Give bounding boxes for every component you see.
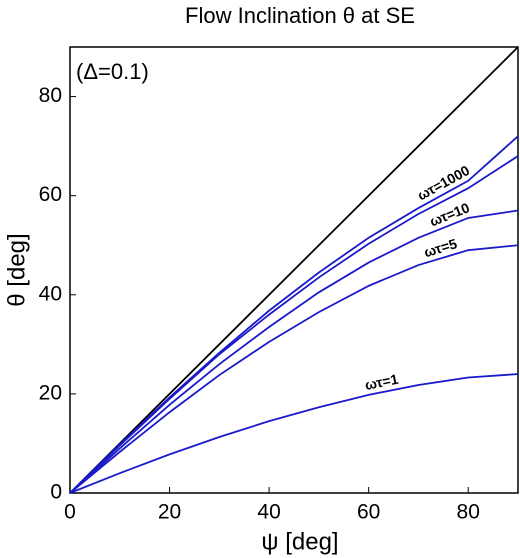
- x-tick-label: 40: [257, 501, 280, 524]
- series-line: [69, 209, 519, 494]
- y-tick-label: 60: [39, 183, 62, 206]
- series-line: [69, 244, 519, 494]
- x-axis-label: ψ [deg]: [261, 528, 338, 555]
- chart-title: Flow Inclination θ at SE: [185, 3, 415, 28]
- annotation: (Δ=0.1): [76, 59, 149, 84]
- y-tick-label: 80: [39, 84, 62, 107]
- y-tick-label: 0: [50, 481, 62, 504]
- plot-frame: [69, 46, 519, 494]
- series-line: [69, 373, 519, 494]
- series-line: [69, 155, 519, 494]
- series-line: [69, 135, 519, 494]
- series-label: ωτ=1: [364, 371, 400, 393]
- series-label: ωτ=5: [422, 235, 459, 260]
- x-tick-label: 0: [64, 501, 76, 524]
- y-axis-label: θ [deg]: [3, 233, 30, 306]
- x-tick-label: 60: [357, 501, 380, 524]
- y-tick-label: 20: [39, 381, 62, 404]
- x-tick-label: 20: [158, 501, 181, 524]
- x-tick-label: 80: [457, 501, 480, 524]
- y-tick-label: 40: [39, 282, 62, 305]
- reference-line: [69, 46, 519, 494]
